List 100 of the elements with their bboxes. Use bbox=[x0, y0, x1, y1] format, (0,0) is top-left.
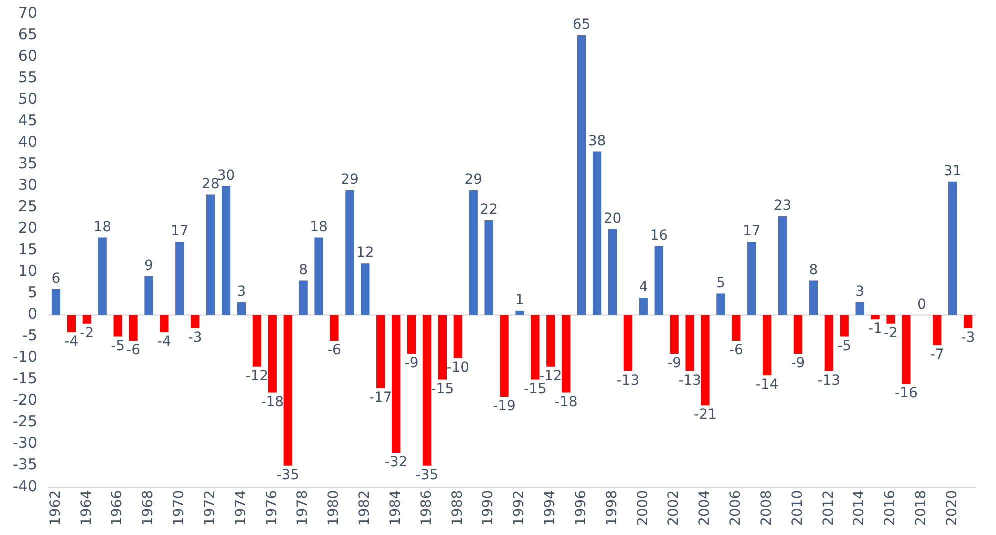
data-label: -5 bbox=[838, 338, 852, 354]
bar bbox=[546, 315, 556, 367]
bar bbox=[191, 315, 200, 328]
x-tick-label: 1992 bbox=[512, 490, 528, 526]
data-label: 1 bbox=[516, 292, 524, 309]
bar bbox=[562, 315, 571, 393]
data-label: -18 bbox=[554, 394, 578, 410]
bar bbox=[484, 220, 494, 316]
y-tick-label: 60 bbox=[18, 46, 38, 65]
data-label: -14 bbox=[756, 377, 779, 394]
x-tick-label: 2010 bbox=[790, 490, 806, 526]
y-tick-label: 25 bbox=[18, 198, 38, 216]
data-label: -4 bbox=[157, 334, 172, 350]
data-label: -13 bbox=[616, 372, 640, 389]
bar bbox=[144, 276, 154, 316]
bar bbox=[732, 315, 741, 342]
data-label: 17 bbox=[170, 224, 189, 240]
x-tick-label: 1988 bbox=[450, 490, 466, 526]
x-tick-label: 1982 bbox=[357, 490, 374, 526]
bar bbox=[176, 242, 184, 316]
y-tick-label: -15 bbox=[13, 370, 38, 388]
data-label: -16 bbox=[895, 386, 918, 402]
data-label: 17 bbox=[742, 224, 761, 240]
bar bbox=[438, 315, 447, 380]
data-label: -17 bbox=[369, 390, 392, 406]
bar bbox=[469, 190, 478, 316]
y-tick-label: 0 bbox=[28, 305, 38, 324]
bar bbox=[330, 315, 339, 342]
bar bbox=[608, 229, 618, 316]
x-tick-label: 2006 bbox=[728, 490, 744, 526]
bar bbox=[237, 302, 246, 316]
y-tick-label: 45 bbox=[18, 111, 38, 130]
y-tick-label: -35 bbox=[13, 456, 38, 474]
data-label: -19 bbox=[493, 398, 516, 415]
bar bbox=[82, 315, 92, 324]
bar bbox=[252, 315, 262, 367]
data-label: -35 bbox=[276, 467, 300, 484]
y-tick-label: -25 bbox=[13, 412, 38, 431]
y-tick-label: 35 bbox=[18, 154, 38, 173]
bar bbox=[840, 315, 849, 337]
data-label: 18 bbox=[310, 219, 328, 236]
data-label: -35 bbox=[416, 467, 439, 484]
bar bbox=[52, 289, 61, 316]
bar bbox=[624, 315, 632, 372]
x-tick-label: 1970 bbox=[172, 490, 188, 526]
x-tick-label: 1994 bbox=[542, 490, 559, 526]
bar bbox=[299, 280, 308, 316]
data-label: 38 bbox=[588, 133, 606, 150]
bar bbox=[314, 238, 324, 316]
bar bbox=[686, 315, 694, 372]
bar bbox=[222, 186, 231, 316]
data-label: -12 bbox=[246, 368, 269, 385]
data-label: 20 bbox=[604, 210, 622, 227]
data-label: -13 bbox=[678, 372, 702, 389]
data-label: 3 bbox=[856, 284, 865, 300]
x-tick-label: 1964 bbox=[78, 490, 95, 526]
bar bbox=[160, 315, 169, 332]
x-tick-label: 2004 bbox=[697, 490, 714, 526]
data-label: -9 bbox=[404, 356, 419, 372]
data-label: 6 bbox=[52, 271, 61, 288]
bar bbox=[206, 194, 216, 316]
x-tick-label: 1980 bbox=[326, 490, 342, 526]
data-label: -5 bbox=[111, 338, 126, 354]
data-label: -15 bbox=[524, 381, 547, 398]
bar bbox=[376, 315, 386, 388]
data-label: 9 bbox=[144, 258, 154, 274]
bar bbox=[392, 315, 401, 453]
x-tick-label: 2018 bbox=[914, 490, 930, 526]
bar bbox=[794, 315, 803, 354]
data-label: -32 bbox=[384, 454, 408, 471]
y-tick-label: 40 bbox=[18, 132, 38, 151]
data-label: -6 bbox=[729, 342, 744, 359]
data-label: -3 bbox=[961, 330, 976, 346]
bar bbox=[886, 315, 896, 324]
bar bbox=[268, 315, 277, 393]
y-tick-label: 15 bbox=[18, 240, 38, 259]
data-label: 18 bbox=[94, 219, 112, 236]
data-label: 12 bbox=[356, 245, 374, 262]
bar bbox=[948, 182, 958, 316]
bar bbox=[871, 315, 880, 320]
data-label: -6 bbox=[327, 342, 342, 359]
bar bbox=[500, 315, 509, 397]
x-tick-label: 1986 bbox=[418, 490, 435, 526]
data-label: -15 bbox=[431, 381, 454, 398]
bar bbox=[98, 238, 107, 316]
x-tick-label: 1996 bbox=[573, 490, 590, 526]
y-tick-label: -30 bbox=[13, 434, 38, 452]
data-label: 65 bbox=[572, 17, 591, 34]
data-label: -4 bbox=[64, 334, 79, 350]
data-label: 23 bbox=[774, 198, 792, 214]
bar bbox=[716, 294, 726, 316]
x-tick-label: 1984 bbox=[388, 490, 404, 526]
bar bbox=[592, 152, 602, 316]
x-tick-label: 2014 bbox=[852, 490, 868, 526]
x-tick-label: 1974 bbox=[233, 490, 250, 526]
data-label: -9 bbox=[668, 356, 682, 372]
data-label: 5 bbox=[716, 275, 726, 292]
bar bbox=[824, 315, 834, 372]
bar bbox=[778, 216, 788, 316]
data-label: 31 bbox=[944, 163, 962, 180]
